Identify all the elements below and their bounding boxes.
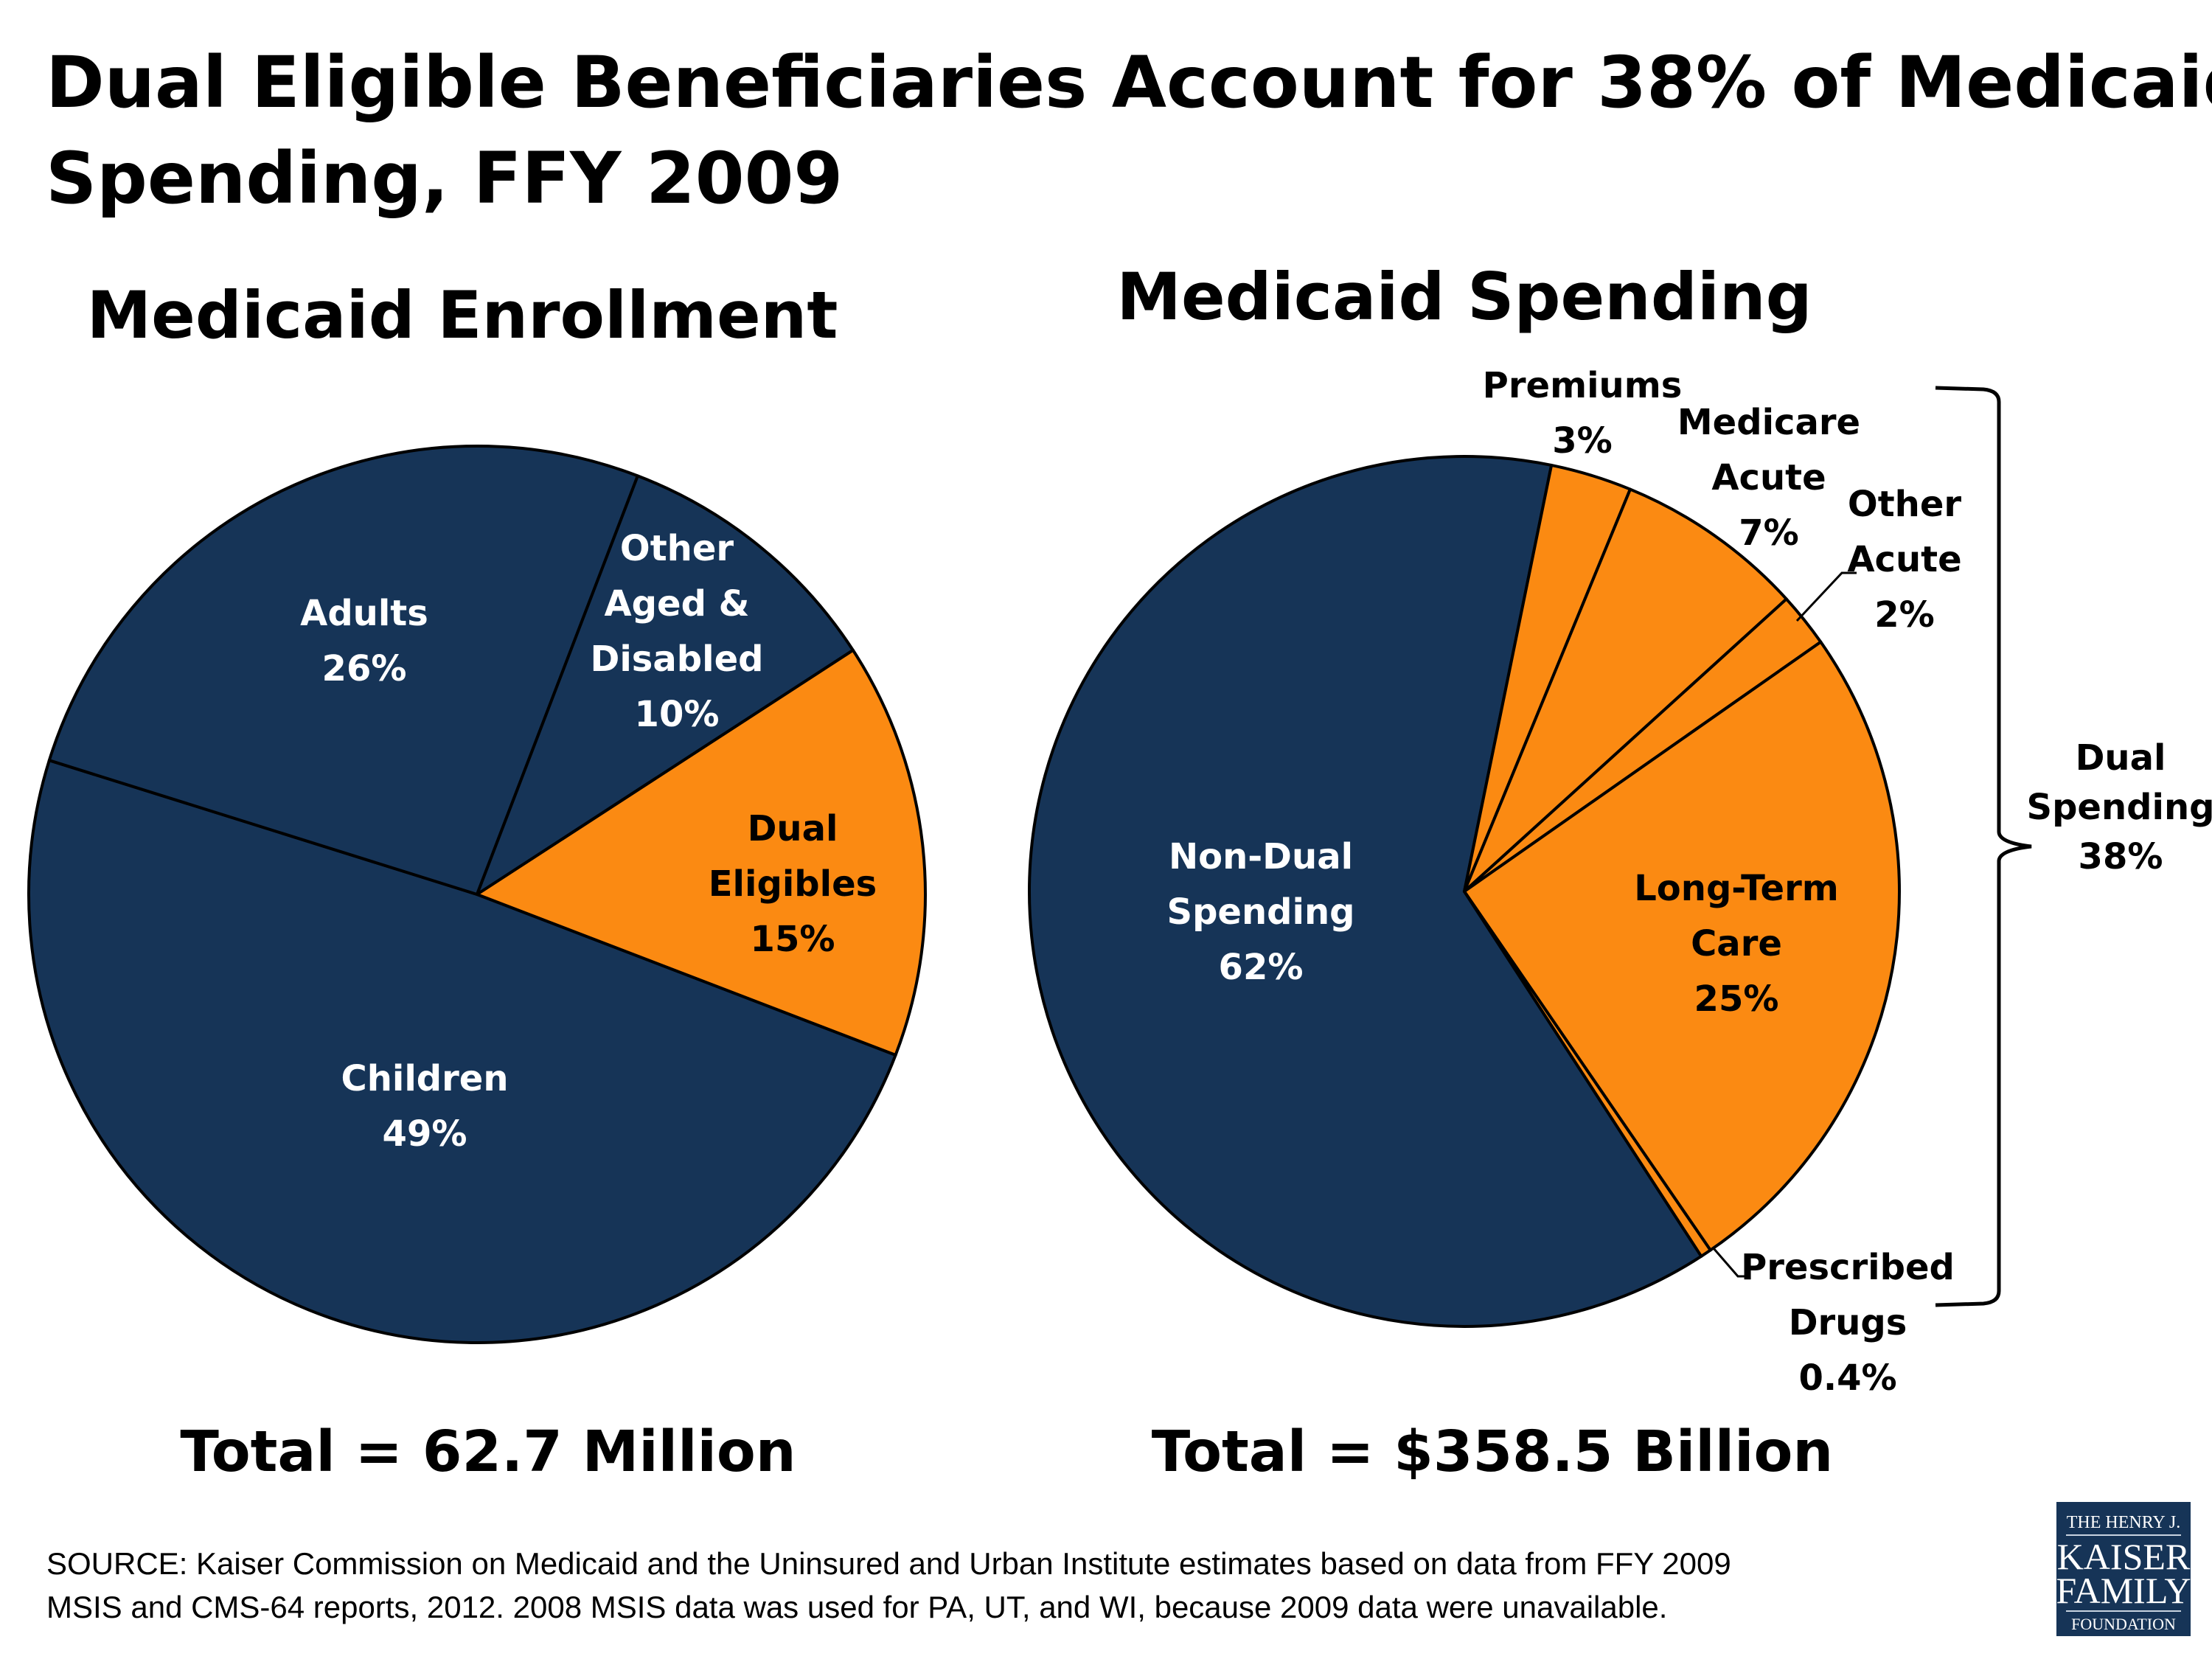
spending-total: Total = $358.5 Billion: [1152, 1419, 1833, 1485]
enrollment-labels: Children 49% Adults 26% Other Aged & Disabled 1…: [300, 528, 877, 1155]
pie-slice-medicare-acute: [1463, 487, 1788, 893]
slice-label-adults: Adults: [300, 593, 428, 634]
spending-title: Medicaid Spending: [1116, 259, 1812, 335]
slice-label-other-aged-disabled: Disabled: [591, 639, 764, 680]
slice-label-non-dual-spending: Spending: [1167, 891, 1355, 933]
source-line-1: SOURCE: Kaiser Commission on Medicaid an…: [46, 1546, 1731, 1581]
slice-label-medicare-acute: 7%: [1739, 512, 1799, 554]
dual-spending-bracket: [1935, 386, 2032, 1307]
slice-label-other-aged-disabled: Aged &: [605, 583, 750, 625]
svg-text:THE HENRY J.: THE HENRY J.: [2067, 1513, 2180, 1532]
slice-label-prescribed-drugs: Drugs: [1789, 1302, 1907, 1343]
svg-text:FOUNDATION: FOUNDATION: [2071, 1615, 2176, 1633]
slice-label-other-acute: Other: [1848, 484, 1961, 525]
slice-label-premiums: 3%: [1552, 420, 1613, 462]
pie-slice-dual-eligibles: [476, 648, 927, 1057]
slice-label-medicare-acute: Medicare: [1677, 402, 1860, 443]
enrollment-title: Medicaid Enrollment: [87, 277, 838, 353]
pie-slice-long-term-care: [1463, 640, 1901, 1252]
slice-label-dual-eligibles: 15%: [751, 919, 835, 960]
slice-label-prescribed-drugs: Prescribed: [1741, 1247, 1955, 1288]
enrollment-total: Total = 62.7 Million: [180, 1419, 796, 1485]
slice-label-non-dual-spending: Non-Dual: [1169, 836, 1353, 877]
slice-label-other-acute: 2%: [1874, 594, 1935, 636]
title-line-2: Spending, FFY 2009: [46, 137, 843, 220]
slice-label-long-term-care: 25%: [1694, 978, 1779, 1020]
dual-spending-annotation-line-2: Spending: [2027, 787, 2212, 828]
slice-label-medicare-acute: Acute: [1711, 457, 1826, 498]
slice-label-non-dual-spending: 62%: [1219, 947, 1304, 988]
spending-pie: [1028, 455, 1901, 1328]
kaiser-family-foundation-logo: THE HENRY J. KAISER FAMILY FOUNDATION: [2056, 1502, 2191, 1636]
slice-label-dual-eligibles: Eligibles: [709, 863, 877, 905]
prescribed-drugs-leader-line: [1712, 1248, 1749, 1278]
slice-label-other-aged-disabled: Other: [620, 528, 734, 569]
svg-text:KAISER: KAISER: [2057, 1536, 2191, 1577]
slice-label-adults: 26%: [322, 648, 407, 689]
slice-label-children: Children: [341, 1058, 508, 1099]
pie-slice-adults: [47, 444, 639, 896]
slice-label-other-aged-disabled: 10%: [635, 694, 720, 735]
enrollment-pie: [27, 444, 927, 1345]
pie-slice-other-aged-disabled: [476, 474, 855, 896]
spending-labels: Non-Dual Spending 62% Premiums 3% Medicare Acu…: [1167, 365, 1962, 1399]
slice-label-long-term-care: Long-Term: [1634, 868, 1839, 909]
slice-label-premiums: Premiums: [1483, 365, 1683, 406]
title-line-1: Dual Eligible Beneficiaries Account for …: [46, 41, 2212, 124]
dual-spending-annotation-line-3: 38%: [2079, 836, 2163, 877]
pie-slice-children: [27, 759, 897, 1345]
other-acute-leader-line: [1795, 571, 1857, 622]
pie-slice-prescribed-drugs: [1463, 890, 1712, 1258]
dual-spending-annotation-line-1: Dual: [2076, 737, 2166, 779]
slice-label-prescribed-drugs: 0.4%: [1798, 1357, 1896, 1399]
slice-label-children: 49%: [383, 1113, 467, 1155]
slice-label-dual-eligibles: Dual: [748, 808, 838, 849]
slice-label-long-term-care: Care: [1691, 923, 1782, 964]
pie-slice-non-dual-spending: [1028, 455, 1703, 1328]
slice-label-other-acute: Acute: [1847, 539, 1961, 580]
svg-text:FAMILY: FAMILY: [2056, 1570, 2191, 1611]
source-line-2: MSIS and CMS-64 reports, 2012. 2008 MSIS…: [46, 1590, 1667, 1624]
